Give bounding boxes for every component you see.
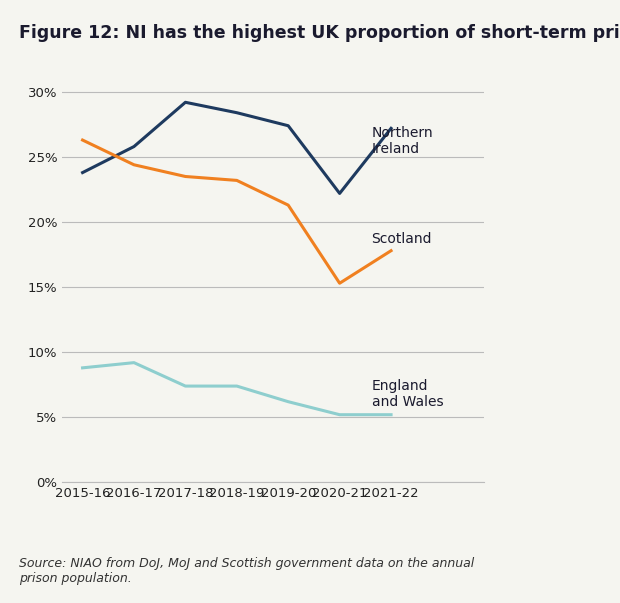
Text: Scotland: Scotland (371, 232, 432, 246)
Text: England
and Wales: England and Wales (371, 379, 443, 409)
Text: Figure 12: NI has the highest UK proportion of short-term prisoners: Figure 12: NI has the highest UK proport… (19, 24, 620, 42)
Text: Source: NIAO from DoJ, MoJ and Scottish government data on the annual
prison pop: Source: NIAO from DoJ, MoJ and Scottish … (19, 557, 474, 585)
Text: Northern
Ireland: Northern Ireland (371, 126, 433, 156)
